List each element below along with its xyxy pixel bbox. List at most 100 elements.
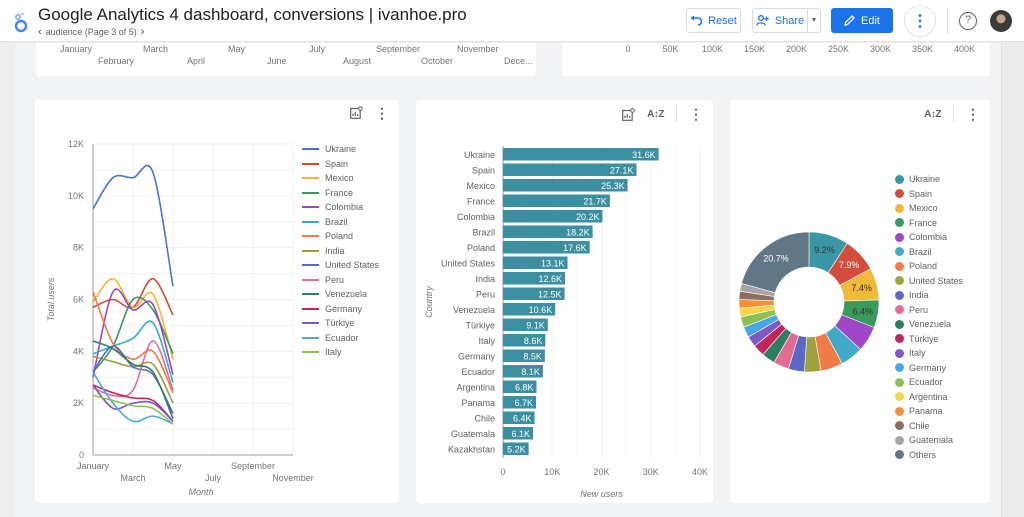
bar[interactable] — [503, 427, 534, 440]
x-tick-label: July — [205, 473, 222, 483]
legend-item[interactable]: Ecuador — [895, 375, 963, 390]
series-line-t-rkiye[interactable] — [92, 384, 174, 422]
legend-item[interactable]: India — [895, 288, 963, 303]
legend-swatch — [895, 377, 904, 387]
sort-az-icon[interactable]: A↕Z — [924, 108, 941, 120]
legend-item[interactable]: Peru — [895, 303, 963, 318]
series-line-mexico[interactable] — [92, 277, 174, 360]
series-line-germany[interactable] — [92, 384, 174, 422]
legend-item[interactable]: United States — [895, 274, 963, 289]
legend-item[interactable]: Italy — [895, 346, 963, 361]
bar[interactable] — [503, 194, 610, 208]
legend-item[interactable]: Türkiye — [895, 332, 963, 347]
avatar[interactable] — [990, 10, 1012, 32]
legend-swatch — [302, 351, 319, 354]
share-button[interactable]: Share — [752, 8, 808, 33]
edit-label: Edit — [861, 14, 880, 27]
legend-label: Ecuador — [909, 377, 943, 388]
series-line-ecuador[interactable] — [92, 371, 174, 425]
right-scroll-gutter[interactable] — [1001, 43, 1024, 517]
legend-item[interactable]: Poland — [302, 229, 379, 244]
explore-chart-icon[interactable] — [350, 106, 363, 119]
legend-item[interactable]: Germany — [895, 361, 963, 376]
bar[interactable] — [503, 334, 546, 347]
legend-item[interactable]: Others — [895, 448, 963, 463]
legend-item[interactable]: Colombia — [895, 230, 963, 245]
legend-item[interactable]: Ukraine — [895, 172, 963, 187]
chart-menu-icon[interactable]: ⋮ — [689, 106, 703, 122]
bar[interactable] — [503, 411, 535, 425]
legend-item[interactable]: Ukraine — [302, 142, 379, 157]
bar[interactable] — [503, 349, 545, 363]
legend-label: Mexico — [325, 173, 354, 184]
series-line-ukraine[interactable] — [92, 164, 174, 287]
series-line-italy[interactable] — [92, 394, 174, 425]
series-line-venezuela[interactable] — [92, 340, 174, 420]
legend-item[interactable]: Türkiye — [302, 316, 379, 331]
bar[interactable] — [503, 179, 628, 192]
legend-item[interactable]: Argentina — [895, 390, 963, 405]
y-tick-label: United States — [441, 258, 496, 268]
edit-button[interactable]: Edit — [831, 8, 893, 33]
legend-item[interactable]: Spain — [302, 157, 379, 172]
y-tick-label: Ukraine — [464, 150, 495, 160]
y-axis-title: Total users — [46, 277, 56, 321]
legend-item[interactable]: Brazil — [895, 245, 963, 260]
legend-item[interactable]: France — [302, 186, 379, 201]
chevron-right-icon[interactable]: › — [140, 26, 145, 38]
explore-chart-icon[interactable] — [622, 107, 635, 121]
bar[interactable] — [503, 396, 536, 409]
y-axis-title: Country — [424, 286, 434, 318]
bar[interactable] — [503, 148, 659, 161]
bar[interactable] — [503, 303, 556, 316]
legend-item[interactable]: Poland — [895, 259, 963, 274]
legend-swatch — [302, 307, 319, 310]
legend-item[interactable]: India — [302, 244, 379, 259]
data-label: 12.6K — [539, 274, 563, 284]
legend-item[interactable]: Mexico — [895, 201, 963, 216]
legend-label: Türkiye — [325, 318, 355, 329]
legend-item[interactable]: Colombia — [302, 200, 379, 215]
sort-az-icon[interactable]: A↕Z — [647, 108, 664, 120]
legend-item[interactable]: Peru — [302, 273, 379, 288]
reset-button[interactable]: Reset — [686, 8, 741, 33]
data-label: 6.1K — [512, 429, 531, 439]
series-line-colombia[interactable] — [92, 288, 174, 378]
more-options-button[interactable]: ⋮ — [904, 5, 936, 37]
bar[interactable] — [503, 272, 566, 285]
legend-label: Italy — [325, 347, 342, 358]
legend-item[interactable]: Mexico — [302, 171, 379, 186]
bar[interactable] — [503, 256, 568, 270]
bar[interactable] — [503, 365, 543, 378]
legend-item[interactable]: Guatemala — [895, 433, 963, 448]
legend-item[interactable]: United States — [302, 258, 379, 273]
bar[interactable] — [503, 163, 637, 177]
bar[interactable] — [503, 241, 590, 254]
bar[interactable] — [503, 225, 593, 239]
series-line-brazil[interactable] — [92, 320, 174, 383]
pie-slice-others[interactable] — [741, 231, 810, 294]
chart-menu-icon[interactable]: ⋮ — [966, 106, 980, 122]
legend-item[interactable]: Venezuela — [895, 317, 963, 332]
legend-item[interactable]: Spain — [895, 187, 963, 202]
legend-item[interactable]: Ecuador — [302, 331, 379, 346]
legend-item[interactable]: France — [895, 216, 963, 231]
legend-item[interactable]: Panama — [895, 404, 963, 419]
legend-item[interactable]: Italy — [302, 345, 379, 360]
legend-item[interactable]: Germany — [302, 302, 379, 317]
page-name[interactable]: audience (Page 3 of 5) — [45, 27, 137, 37]
series-line-poland[interactable] — [92, 291, 174, 394]
legend-swatch — [895, 203, 904, 213]
chart-menu-icon[interactable]: ⋮ — [375, 104, 389, 121]
share-dropdown-button[interactable]: ▼ — [807, 8, 821, 33]
legend-item[interactable]: Brazil — [302, 215, 379, 230]
bar[interactable] — [503, 442, 529, 456]
bar[interactable] — [503, 380, 537, 394]
help-icon[interactable]: ? — [959, 12, 977, 30]
bar[interactable] — [503, 318, 548, 332]
legend-item[interactable]: Venezuela — [302, 287, 379, 302]
legend-item[interactable]: Chile — [895, 419, 963, 434]
chevron-left-icon[interactable]: ‹ — [38, 26, 42, 38]
bar[interactable] — [503, 210, 603, 223]
bar[interactable] — [503, 287, 565, 301]
